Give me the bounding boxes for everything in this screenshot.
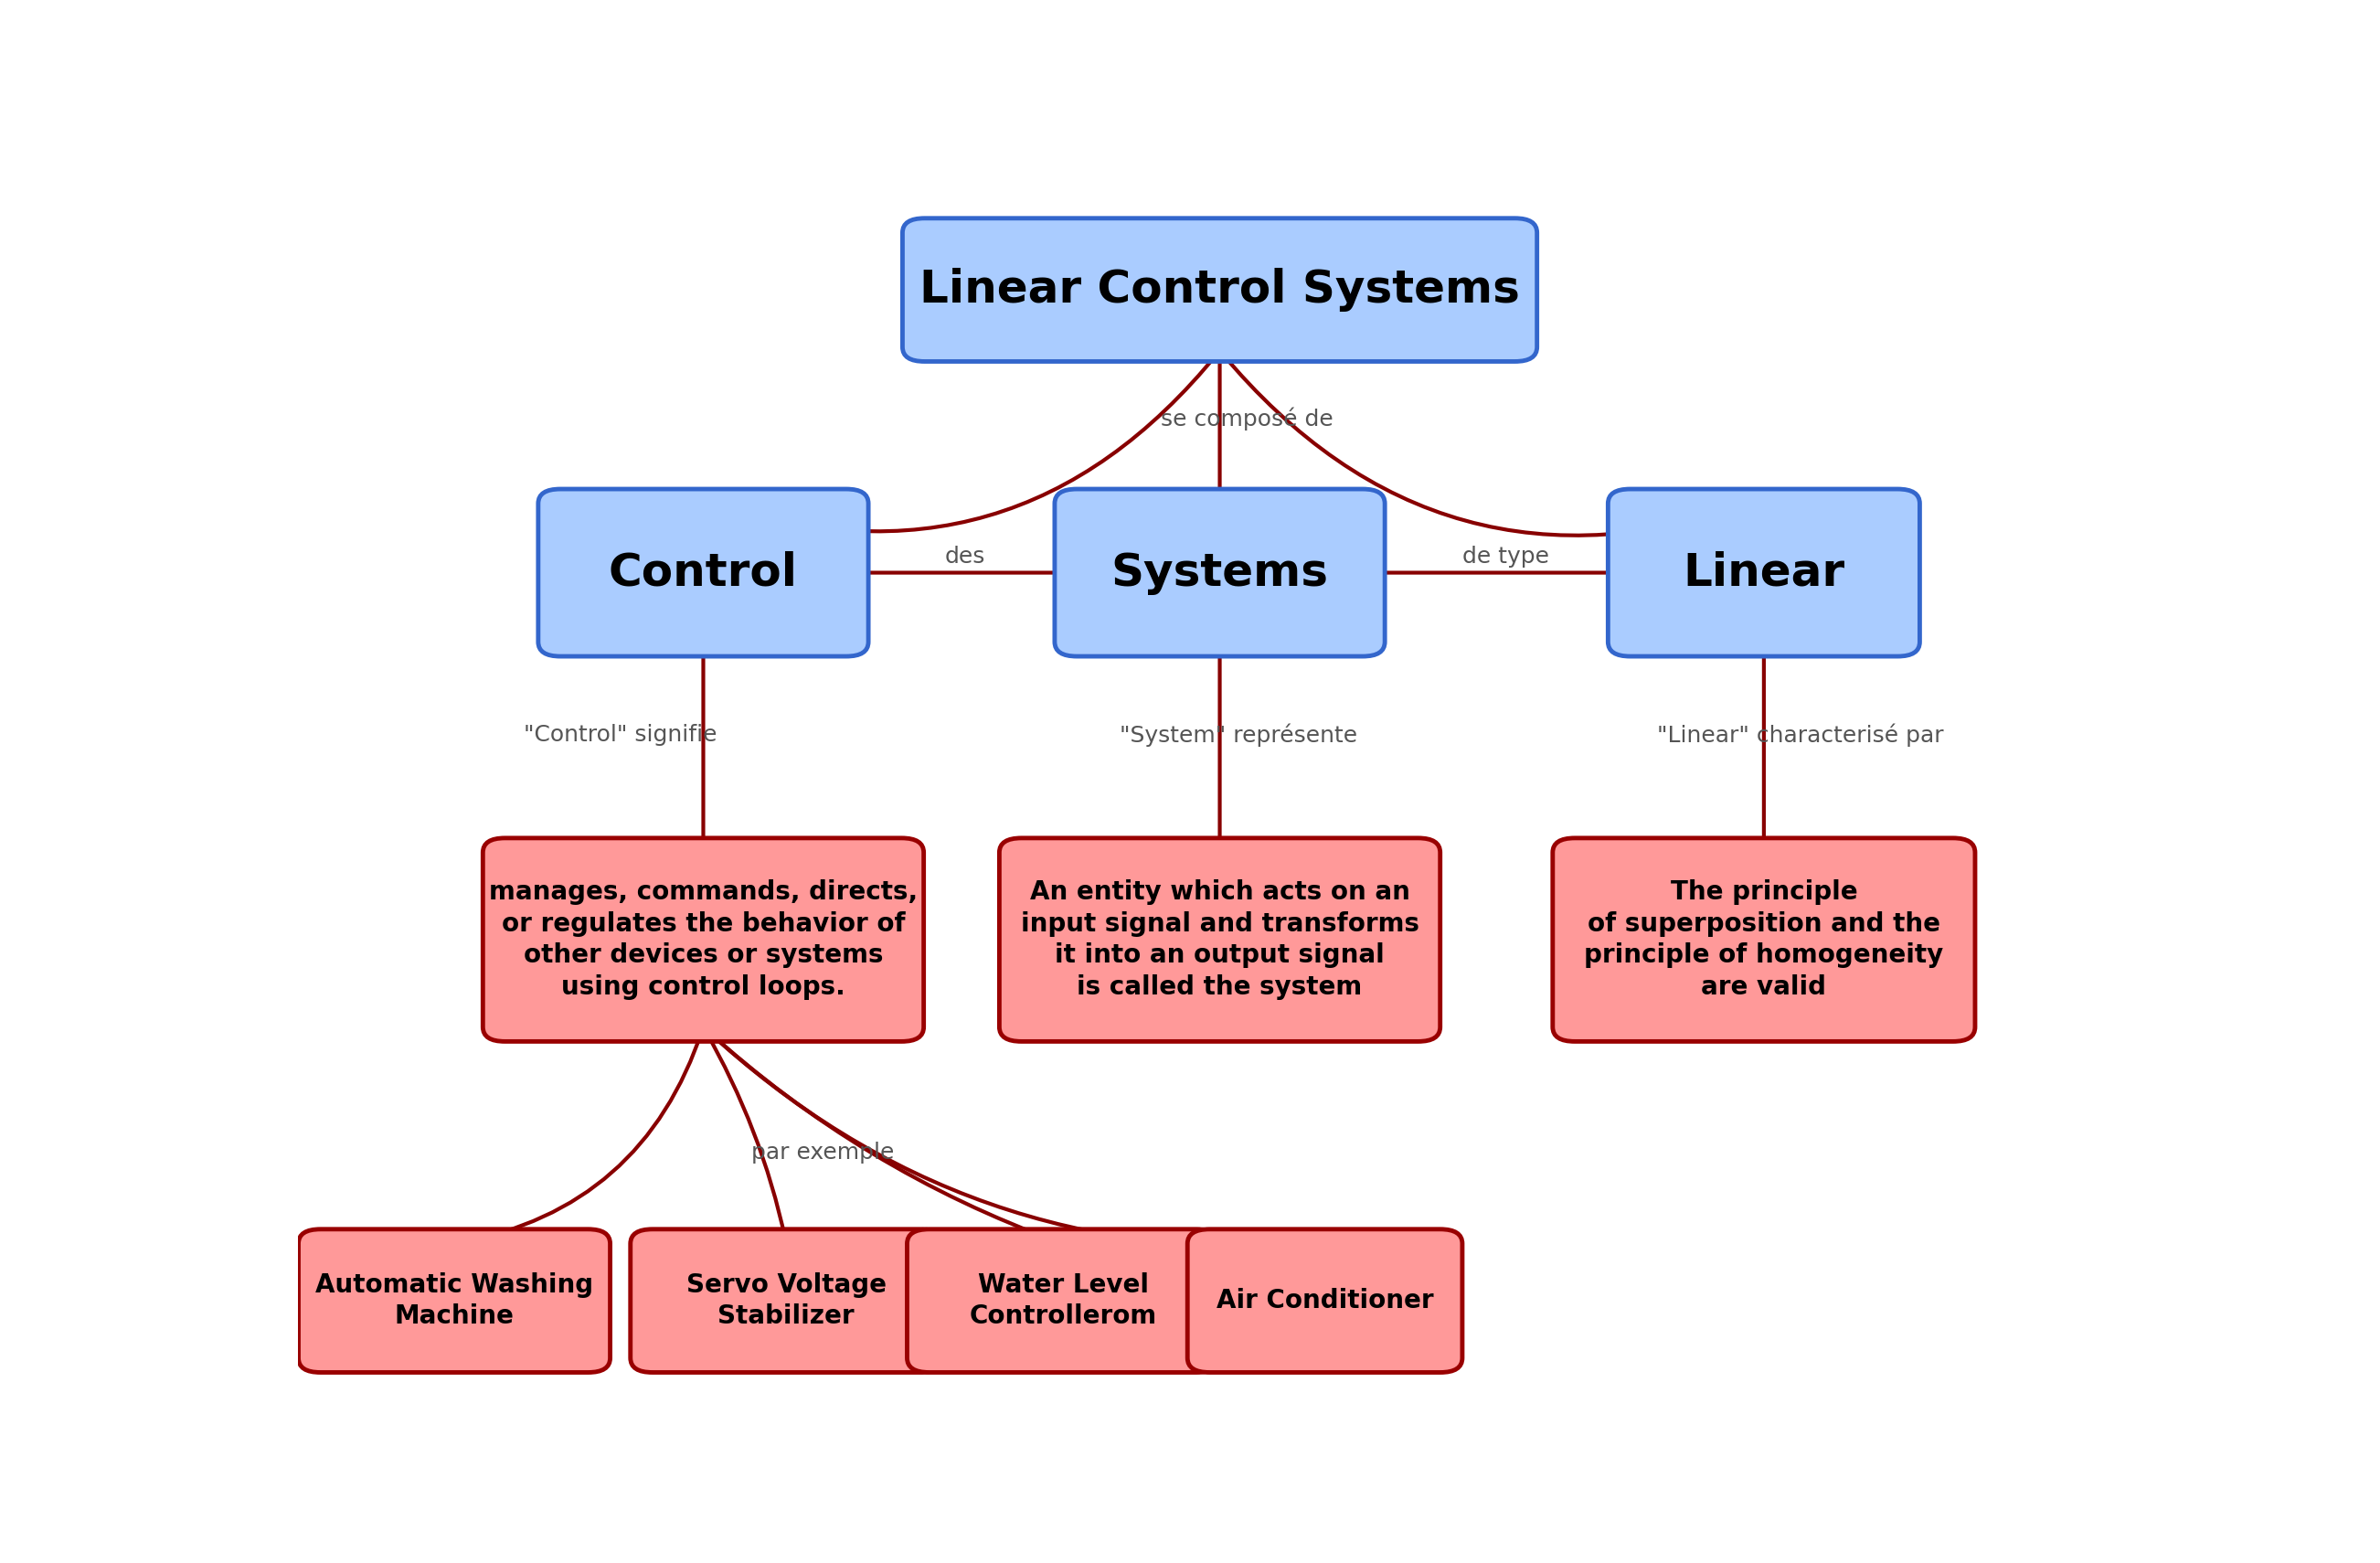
- FancyBboxPatch shape: [1552, 838, 1975, 1041]
- FancyBboxPatch shape: [907, 1229, 1219, 1372]
- FancyBboxPatch shape: [902, 219, 1537, 361]
- Text: Automatic Washing
Machine: Automatic Washing Machine: [314, 1272, 593, 1330]
- Text: Linear: Linear: [1683, 550, 1844, 594]
- FancyBboxPatch shape: [483, 838, 923, 1041]
- FancyBboxPatch shape: [631, 1229, 942, 1372]
- Text: Systems: Systems: [1111, 550, 1328, 594]
- Text: de type: de type: [1461, 545, 1549, 567]
- Text: Air Conditioner: Air Conditioner: [1216, 1288, 1433, 1313]
- Text: par exemple: par exemple: [752, 1143, 895, 1164]
- Text: des: des: [945, 545, 985, 567]
- FancyBboxPatch shape: [1188, 1229, 1461, 1372]
- FancyBboxPatch shape: [298, 1229, 609, 1372]
- Text: "Control" signifie: "Control" signifie: [524, 724, 716, 746]
- Text: se composé de: se composé de: [1161, 406, 1333, 430]
- FancyBboxPatch shape: [538, 489, 869, 656]
- Text: manages, commands, directs,
or regulates the behavior of
other devices or system: manages, commands, directs, or regulates…: [488, 880, 919, 1000]
- Text: Water Level
Controllerom: Water Level Controllerom: [969, 1272, 1157, 1330]
- Text: The principle
of superposition and the
principle of homogeneity
are valid: The principle of superposition and the p…: [1585, 880, 1944, 1000]
- Text: An entity which acts on an
input signal and transforms
it into an output signal
: An entity which acts on an input signal …: [1021, 880, 1418, 1000]
- Text: Linear Control Systems: Linear Control Systems: [919, 267, 1521, 311]
- FancyBboxPatch shape: [1054, 489, 1385, 656]
- Text: Control: Control: [609, 550, 797, 594]
- Text: "Linear" characterisé par: "Linear" characterisé par: [1656, 724, 1944, 747]
- Text: "System" représente: "System" représente: [1119, 724, 1357, 747]
- FancyBboxPatch shape: [1609, 489, 1921, 656]
- Text: Servo Voltage
Stabilizer: Servo Voltage Stabilizer: [685, 1272, 885, 1330]
- FancyBboxPatch shape: [1000, 838, 1440, 1041]
